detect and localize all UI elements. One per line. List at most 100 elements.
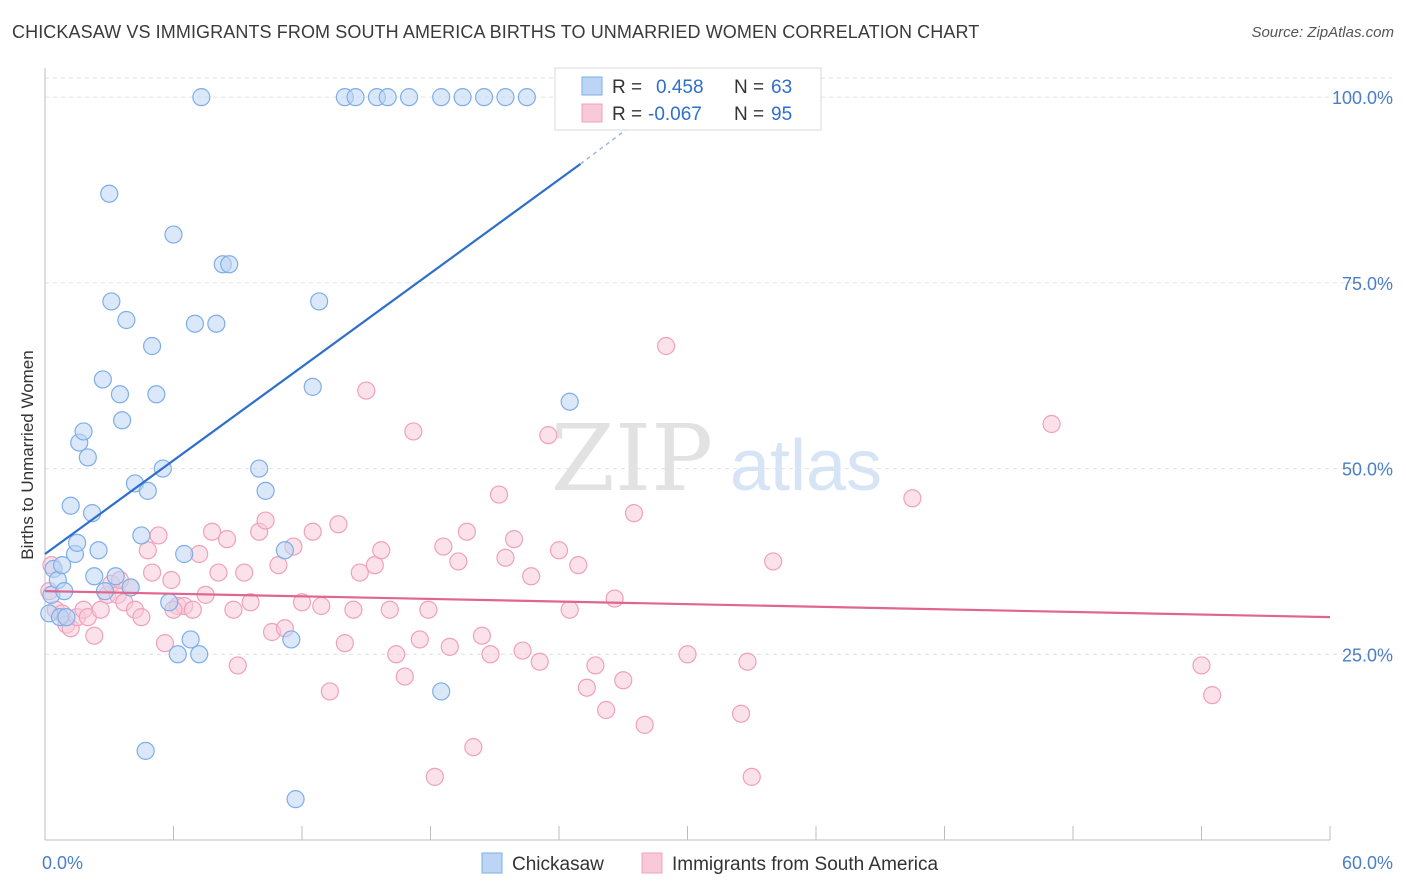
chickasaw-point: [142, 336, 162, 356]
chickasaw-point: [100, 184, 119, 203]
chickasaw-point: [112, 411, 132, 430]
immigrants-point: [597, 700, 616, 720]
chickasaw-point: [432, 682, 451, 701]
chickasaw-point: [102, 292, 121, 311]
series-legend: Chickasaw Immigrants from South America: [481, 852, 939, 875]
chickasaw-point: [399, 88, 419, 107]
immigrants-point: [449, 552, 468, 571]
chickasaw-point: [117, 310, 136, 330]
chickasaw-point: [496, 88, 515, 107]
chickasaw-point: [432, 88, 451, 107]
legend-swatch-chickasaw: [481, 852, 503, 874]
chickasaw-point: [57, 608, 76, 627]
immigrants-point: [569, 556, 588, 575]
chickasaw-point: [275, 541, 294, 560]
immigrants-point: [434, 537, 453, 556]
immigrants-point: [586, 656, 605, 675]
immigrants-point: [614, 671, 633, 690]
chickasaw-point: [61, 496, 80, 515]
y-tick-label-75: 75.0%: [1342, 274, 1393, 294]
immigrants-point: [312, 596, 331, 616]
immigrants-point: [539, 426, 558, 445]
stats-r-label-1: R =: [612, 77, 642, 98]
x-tick-label-min: 0.0%: [42, 853, 83, 873]
immigrants-point: [464, 738, 483, 757]
chickasaw-point: [78, 448, 97, 467]
stats-n-label-2: N =: [734, 104, 764, 125]
legend-label-immigrants: Immigrants from South America: [672, 854, 939, 875]
legend-swatch-immigrants: [641, 852, 663, 874]
stats-swatch-chickasaw: [581, 76, 603, 96]
immigrants-point: [764, 552, 783, 571]
immigrants-point: [344, 600, 363, 619]
immigrants-point: [329, 515, 348, 534]
immigrants-point: [481, 645, 500, 664]
source-label: Source: ZipAtlas.com: [1251, 24, 1394, 41]
chickasaw-point: [164, 225, 183, 244]
immigrants-point: [635, 715, 654, 734]
chickasaw-point: [256, 481, 275, 500]
chickasaw-point: [250, 459, 269, 478]
immigrants-point: [742, 767, 761, 786]
chickasaw-point: [282, 630, 301, 649]
immigrants-point: [419, 600, 438, 619]
immigrants-point: [560, 600, 579, 619]
immigrants-point: [202, 522, 222, 541]
chickasaw-point: [220, 255, 239, 274]
chickasaw-point: [181, 630, 200, 649]
immigrants-point: [489, 485, 509, 504]
immigrants-point: [513, 641, 532, 660]
immigrants-point: [496, 548, 515, 567]
immigrants-point: [209, 563, 228, 582]
stats-legend: R = 0.458 N = 63 R = -0.067 N = 95: [554, 67, 822, 131]
immigrants-point: [440, 637, 459, 656]
chickasaw-point: [346, 88, 365, 107]
immigrants-point: [395, 667, 414, 686]
chickasaw-point: [53, 556, 72, 575]
immigrants-point: [472, 626, 491, 645]
immigrants-point: [1192, 656, 1211, 675]
immigrants-point: [85, 626, 104, 645]
stats-n-value-2: 95: [771, 104, 792, 125]
immigrants-point: [387, 645, 406, 664]
immigrants-point: [605, 589, 624, 608]
immigrants-point: [1042, 414, 1061, 434]
axes: [44, 68, 1331, 841]
watermark-zip: ZIP: [551, 405, 713, 512]
immigrants-point: [903, 489, 922, 508]
immigrants-point: [624, 504, 644, 523]
chickasaw-point: [303, 377, 322, 396]
immigrants-point: [1203, 686, 1222, 705]
immigrants-point: [380, 600, 399, 619]
immigrants-point: [155, 634, 175, 653]
stats-r-label-2: R =: [612, 104, 642, 125]
stats-n-value-1: 63: [771, 77, 792, 98]
immigrants-point: [224, 600, 243, 619]
immigrants-point: [357, 381, 376, 400]
chickasaw-point: [138, 481, 157, 500]
series-chickasaw: [40, 88, 579, 809]
chickasaw-point: [286, 790, 305, 809]
chickasaw-point: [106, 567, 125, 586]
chickasaw-point: [185, 314, 205, 333]
immigrants-point: [410, 630, 429, 649]
immigrants-point: [457, 522, 477, 541]
immigrants-point: [142, 563, 162, 582]
immigrants-point: [577, 678, 596, 697]
chickasaw-point: [474, 88, 494, 107]
immigrants-point: [549, 541, 569, 560]
immigrants-point: [656, 336, 676, 356]
immigrants-point: [372, 541, 391, 560]
chickasaw-point: [132, 526, 151, 545]
stats-r-value-1: 0.458: [656, 77, 704, 98]
immigrants-point: [522, 567, 541, 586]
immigrants-point: [132, 608, 151, 627]
legend-label-chickasaw: Chickasaw: [512, 854, 604, 875]
chickasaw-point: [136, 741, 155, 760]
immigrants-point: [335, 634, 354, 653]
chart-title: CHICKASAW VS IMMIGRANTS FROM SOUTH AMERI…: [12, 22, 980, 42]
immigrants-point: [404, 422, 423, 441]
watermark-atlas: atlas: [730, 426, 882, 506]
chickasaw-point: [517, 88, 536, 107]
